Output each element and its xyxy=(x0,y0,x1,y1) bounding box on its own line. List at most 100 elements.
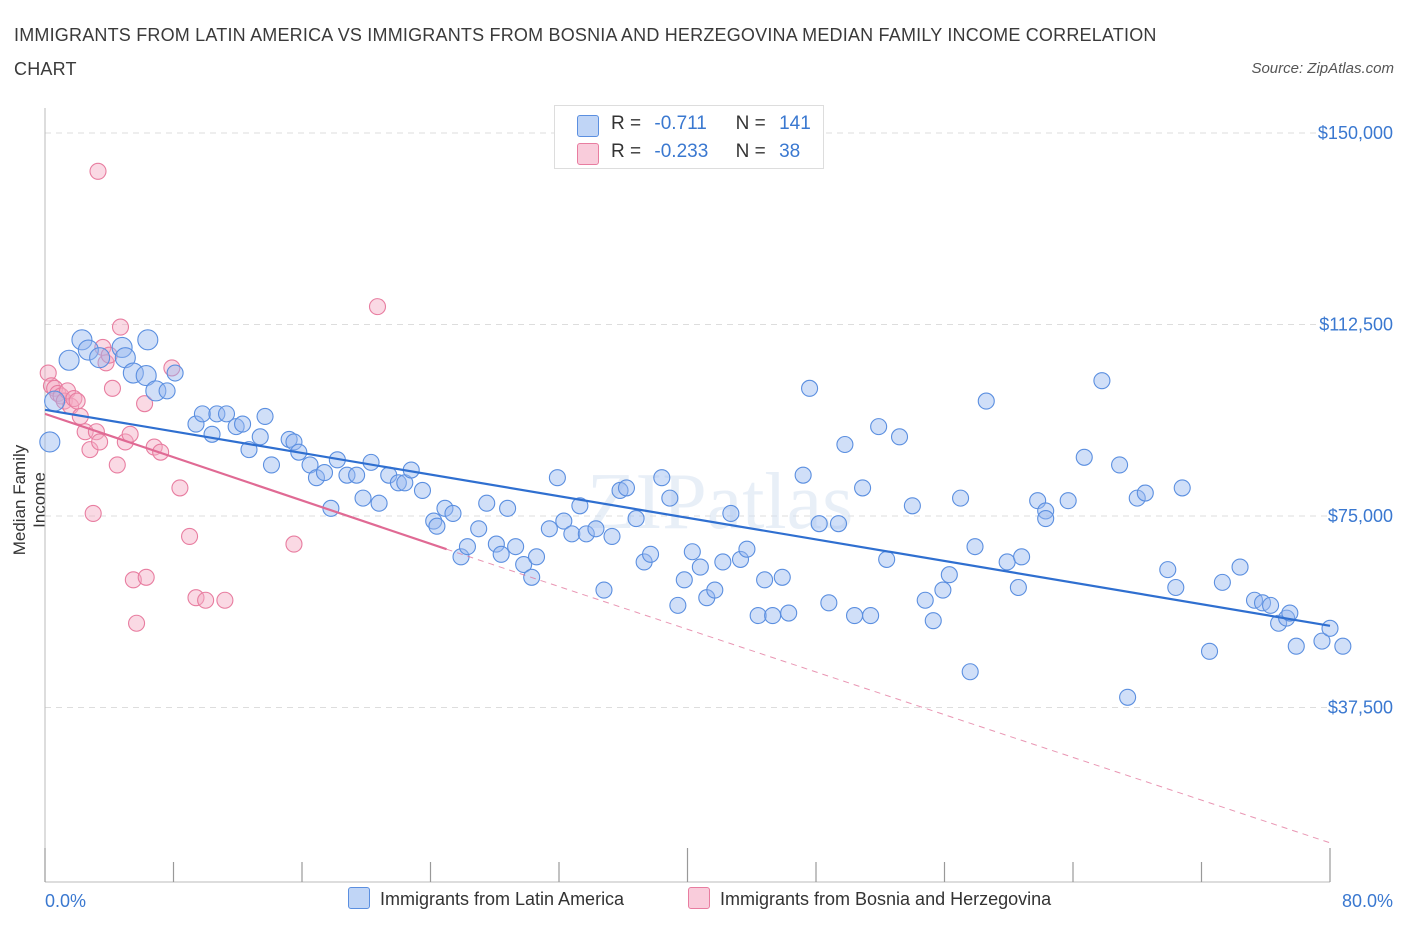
data-point xyxy=(780,604,798,622)
data-point xyxy=(555,512,573,530)
data-point xyxy=(540,520,558,538)
data-point xyxy=(499,499,517,517)
data-point xyxy=(890,428,909,446)
data-point xyxy=(216,591,234,609)
r-value: -0.233 xyxy=(654,141,709,162)
data-point xyxy=(68,392,86,410)
data-point xyxy=(280,430,298,448)
data-point xyxy=(854,479,872,497)
data-point xyxy=(181,527,199,545)
bottom-legend-label: Immigrants from Bosnia and Herzegovina xyxy=(720,889,1052,909)
data-point xyxy=(103,379,122,397)
data-point xyxy=(285,535,303,553)
r-label: R = xyxy=(611,113,642,134)
data-point xyxy=(389,474,407,492)
data-point xyxy=(89,347,111,369)
data-point xyxy=(470,520,488,538)
data-point xyxy=(1093,372,1111,390)
data-point xyxy=(924,612,942,630)
data-point xyxy=(870,418,888,436)
data-point xyxy=(478,494,496,512)
data-point xyxy=(617,479,636,497)
data-point xyxy=(77,339,99,361)
data-point xyxy=(251,428,269,446)
data-point xyxy=(683,543,701,561)
data-point xyxy=(1231,558,1249,576)
data-point xyxy=(44,390,66,412)
data-point xyxy=(527,548,546,566)
data-point xyxy=(966,538,984,556)
data-point xyxy=(39,431,61,453)
data-point xyxy=(370,494,388,512)
bottom-legend-bosnia: Immigrants from Bosnia and Herzegovina xyxy=(688,887,1052,911)
data-point xyxy=(862,607,880,625)
data-point xyxy=(1037,510,1055,528)
data-point xyxy=(89,162,107,180)
data-point xyxy=(128,614,146,632)
data-point xyxy=(354,489,372,507)
data-point xyxy=(187,415,205,433)
data-point xyxy=(171,479,189,497)
data-point xyxy=(1075,448,1093,466)
data-point xyxy=(801,379,819,397)
data-point xyxy=(731,550,750,568)
data-point xyxy=(706,581,724,599)
y-tick-labels: $37,500 $75,000 $112,500 $150,000 xyxy=(1318,123,1393,718)
data-point xyxy=(65,389,83,408)
data-point xyxy=(756,571,774,589)
data-point xyxy=(1321,619,1339,637)
data-point xyxy=(675,571,693,589)
n-value: 141 xyxy=(779,113,811,134)
data-point xyxy=(444,504,462,522)
r-label: R = xyxy=(611,141,642,162)
bottom-legend-swatch-blue xyxy=(348,887,370,910)
trend-line-latin-america xyxy=(44,408,1331,627)
data-point xyxy=(197,591,215,609)
data-point xyxy=(820,594,838,612)
trend-lines xyxy=(44,408,1331,844)
bottom-legend-swatch-pink xyxy=(688,887,710,910)
data-point xyxy=(810,515,828,533)
data-point xyxy=(262,456,281,474)
bottom-legend-latin-america: Immigrants from Latin America xyxy=(348,887,625,911)
data-point xyxy=(940,566,958,584)
data-point xyxy=(425,512,443,530)
data-point xyxy=(362,453,380,471)
data-point xyxy=(1262,596,1280,614)
data-point xyxy=(137,329,159,351)
data-point xyxy=(368,298,387,316)
data-point xyxy=(458,538,476,556)
data-point xyxy=(878,550,896,568)
data-point xyxy=(653,469,671,487)
legend-swatch-blue xyxy=(577,115,599,137)
data-point xyxy=(122,362,144,384)
data-point xyxy=(135,365,157,387)
data-point xyxy=(1200,642,1219,660)
data-point xyxy=(1213,573,1231,591)
bottom-legend-label: Immigrants from Latin America xyxy=(380,889,625,909)
data-point xyxy=(1009,578,1027,597)
data-point xyxy=(163,359,181,377)
series-latin-america xyxy=(39,329,1352,706)
correlation-legend: R = -0.711 N = 141 R = -0.233 N = 38 xyxy=(554,105,824,169)
data-point xyxy=(577,525,595,543)
data-point xyxy=(84,504,102,522)
n-label: N = xyxy=(735,141,766,162)
data-point xyxy=(187,589,205,607)
data-point xyxy=(548,469,566,487)
data-point xyxy=(256,407,274,425)
data-point xyxy=(916,591,934,609)
data-point xyxy=(1013,548,1031,566)
data-point xyxy=(764,607,782,625)
data-point xyxy=(315,464,334,482)
data-point xyxy=(428,517,446,535)
data-point xyxy=(691,558,709,576)
y-tick-label: $75,000 xyxy=(1328,506,1393,526)
data-point xyxy=(507,538,525,556)
data-point xyxy=(136,395,154,413)
data-point xyxy=(627,510,645,528)
trend-line-bosnia-extension xyxy=(446,548,1331,844)
data-point xyxy=(91,433,109,451)
data-point xyxy=(1281,604,1299,622)
